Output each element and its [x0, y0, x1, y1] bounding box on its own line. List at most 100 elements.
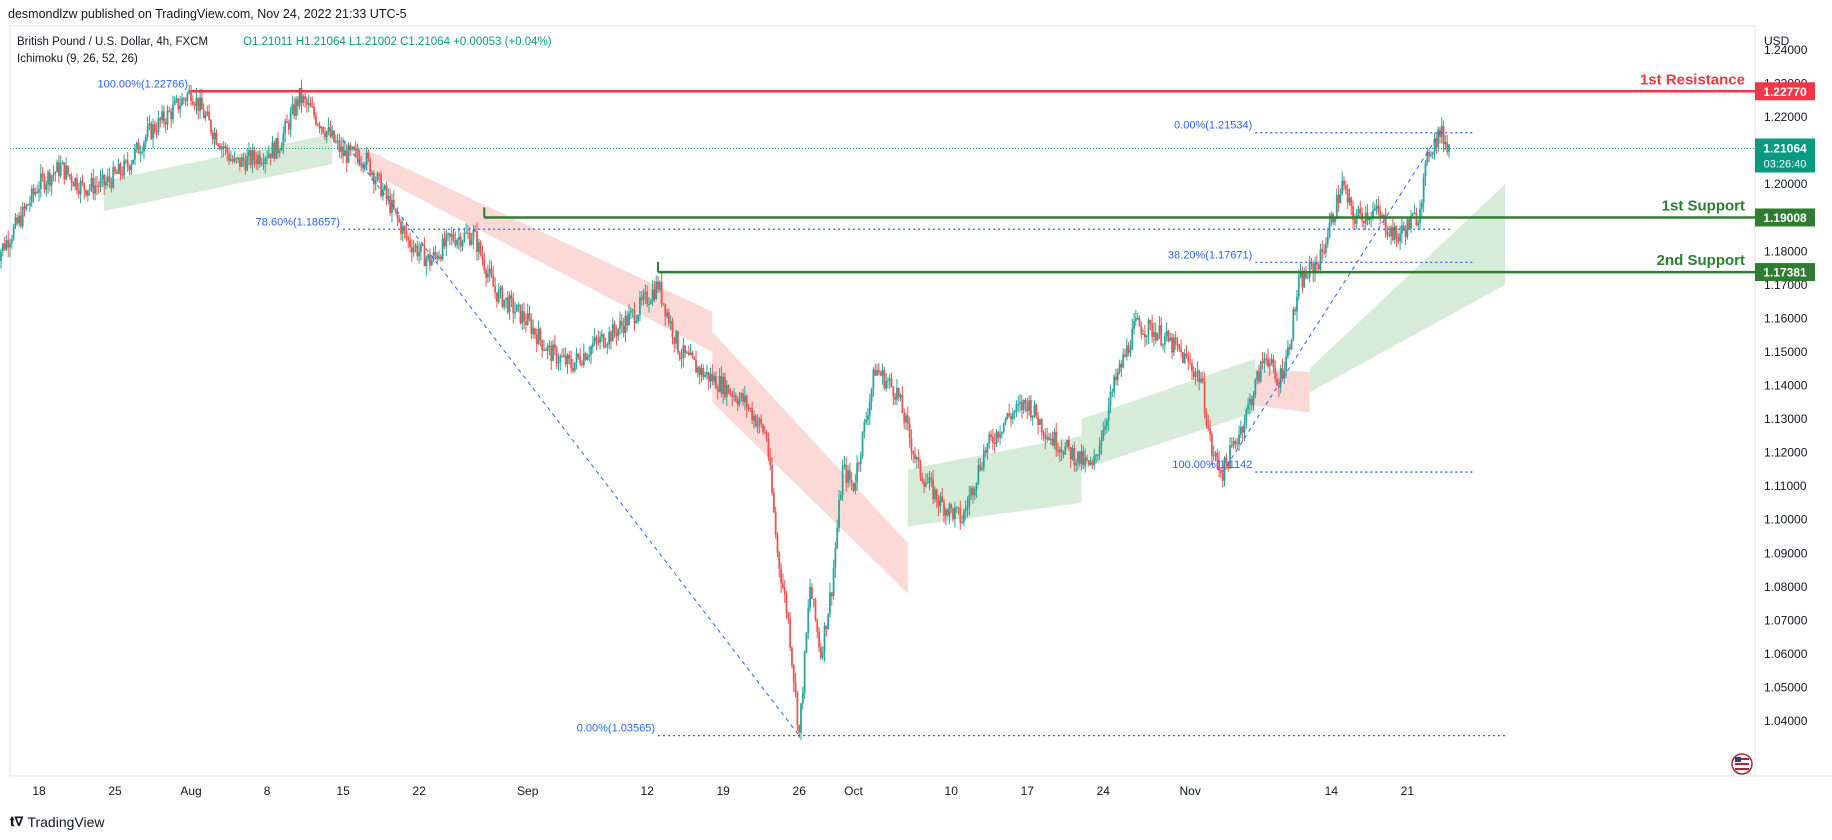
candle-body	[1069, 447, 1072, 460]
candle-body	[134, 148, 136, 160]
candle-body	[1087, 460, 1090, 465]
fibonacci-layer: 100.00%(1.22766) 78.60%(1.18657) 0.00%(1.0…	[98, 78, 1506, 737]
candle-body	[1245, 409, 1248, 424]
candle-body	[9, 243, 11, 248]
candle-body	[593, 337, 596, 344]
candle-body	[135, 142, 138, 149]
candle-body	[369, 158, 372, 176]
candle-body	[465, 232, 468, 234]
candle-body	[1413, 212, 1416, 214]
y-tick-label: 1.22000	[1764, 110, 1808, 124]
candle-body	[740, 393, 743, 399]
candle-body	[792, 665, 795, 683]
cloud-segment	[353, 143, 713, 352]
candle-body	[568, 354, 571, 359]
candle-body	[772, 492, 775, 513]
candle-body	[1419, 208, 1421, 223]
candle-body	[409, 239, 411, 248]
candle-body	[713, 375, 716, 382]
candle-body	[801, 692, 804, 704]
candle-body	[30, 188, 33, 203]
candle-body	[251, 150, 254, 165]
candle-body	[745, 395, 748, 408]
candle-body	[1172, 337, 1175, 353]
candle-body	[944, 509, 947, 516]
symbol-title[interactable]: British Pound / U.S. Dollar, 4h, FXCM	[17, 36, 208, 48]
x-tick-label: Oct	[844, 784, 863, 798]
candle-body	[1337, 194, 1340, 203]
candle-body	[492, 275, 495, 287]
candle-body	[912, 451, 915, 455]
candle-body	[253, 150, 256, 160]
candle-body	[1144, 333, 1146, 338]
candle-body	[374, 180, 377, 185]
level-price-value: 1.19008	[1763, 211, 1807, 225]
candle-body	[973, 489, 976, 496]
candle-body	[224, 146, 227, 149]
candle-body	[1239, 426, 1242, 435]
candle-body	[1048, 437, 1050, 441]
candle-body	[1093, 455, 1096, 465]
candle-body	[139, 152, 142, 154]
candle-body	[901, 395, 904, 413]
candle-body	[1064, 446, 1067, 455]
candle-body	[1399, 233, 1402, 242]
candle-body	[749, 408, 752, 410]
candle-body	[1230, 445, 1233, 447]
candle-body	[266, 157, 268, 159]
candle-body	[112, 167, 115, 188]
candle-body	[1058, 448, 1061, 453]
candle-body	[892, 386, 895, 397]
candle-body	[289, 112, 292, 130]
candle-body	[197, 97, 200, 112]
candle-body	[1107, 405, 1110, 421]
candle-body	[436, 254, 439, 259]
candle-body	[63, 162, 66, 180]
candle-body	[144, 136, 147, 143]
candle-body	[917, 457, 920, 461]
candle-body	[1426, 151, 1429, 163]
candle-body	[490, 268, 493, 276]
cloud-segment	[1081, 358, 1256, 470]
candle-body	[894, 396, 897, 400]
candle-body	[307, 103, 310, 105]
candle-body	[0, 251, 2, 261]
candle-body	[814, 599, 817, 620]
candle-body	[608, 331, 611, 345]
candle-body	[718, 376, 721, 392]
candle-body	[1024, 399, 1027, 403]
candle-body	[1254, 379, 1257, 396]
fib-label: 78.60%(1.18657)	[256, 216, 340, 228]
candle-body	[1285, 356, 1287, 371]
candle-body	[908, 423, 911, 439]
y-axis-currency: USD	[1764, 34, 1790, 48]
candle-body	[1115, 376, 1117, 381]
y-tick-label: 1.10000	[1764, 513, 1808, 527]
candle-body	[514, 311, 516, 314]
candle-body	[231, 159, 234, 162]
us-flag-icon[interactable]	[1731, 753, 1753, 775]
candle-body	[655, 281, 658, 299]
candle-body	[291, 104, 294, 113]
candle-body	[879, 372, 882, 376]
candle-body	[874, 369, 877, 376]
ichimoku-label[interactable]: Ichimoku (9, 26, 52, 26)	[17, 53, 138, 65]
candle-body	[1408, 219, 1411, 229]
ichimoku-cloud	[104, 133, 1506, 594]
candle-body	[820, 647, 822, 658]
candle-body	[61, 162, 64, 165]
candle-body	[74, 178, 77, 187]
candle-body	[669, 321, 672, 324]
candle-body	[86, 190, 89, 196]
candle-body	[984, 450, 987, 453]
footer-brand-text: TradingView	[27, 814, 105, 830]
candle-body	[278, 150, 281, 153]
candle-body	[897, 387, 900, 398]
candle-body	[36, 191, 39, 193]
candle-body	[1229, 445, 1231, 469]
candle-body	[58, 162, 60, 176]
candle-body	[1136, 317, 1139, 319]
candle-body	[1106, 420, 1108, 427]
candle-body	[41, 173, 44, 177]
